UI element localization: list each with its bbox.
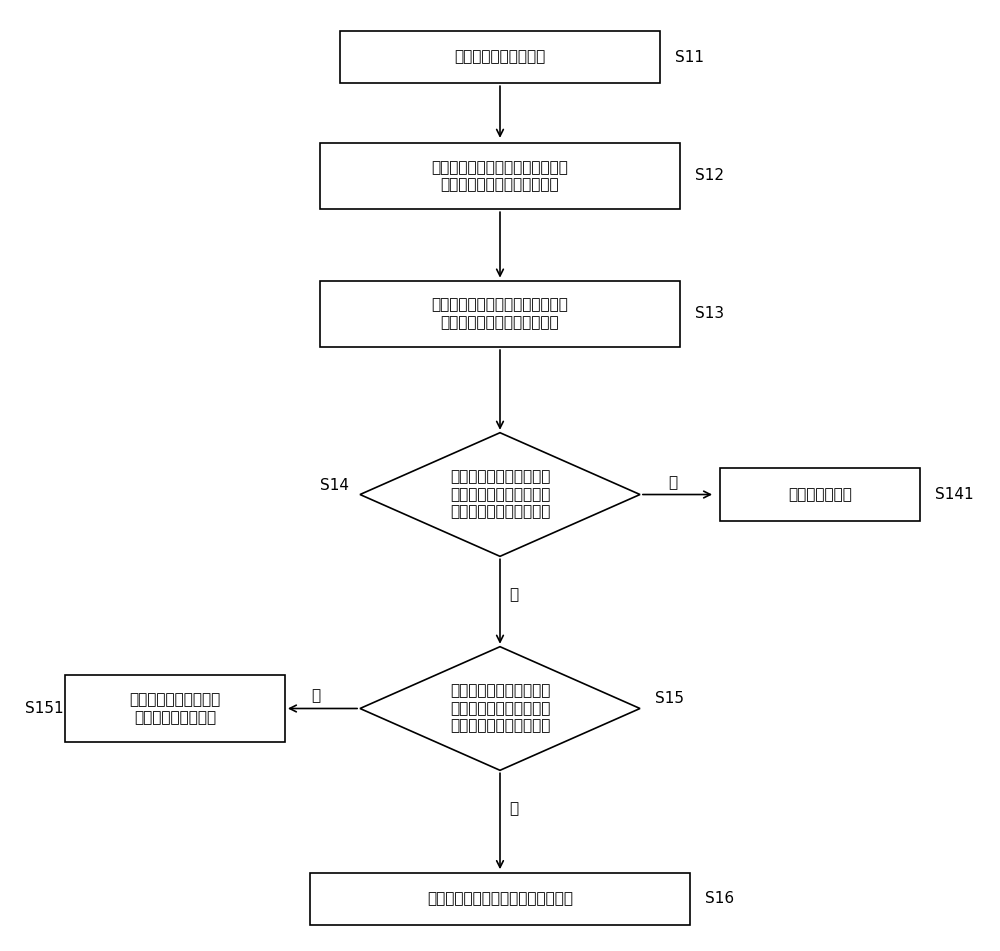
FancyBboxPatch shape <box>310 873 690 924</box>
FancyBboxPatch shape <box>320 281 680 347</box>
Text: 否: 否 <box>668 475 678 490</box>
Text: S12: S12 <box>695 168 724 184</box>
Text: S13: S13 <box>695 306 724 321</box>
Text: 通过音频信号进行限幅
处理来抑制瞬态噪音: 通过音频信号进行限幅 处理来抑制瞬态噪音 <box>129 692 221 725</box>
Text: 利用预处理后的音频信号在时域上
计算音频信号的能量差异数据: 利用预处理后的音频信号在时域上 计算音频信号的能量差异数据 <box>432 160 568 192</box>
Text: 能量差异数据是否大于第
一能量阈值且频谱差异数
据是否大于第一频谱阈值: 能量差异数据是否大于第 一能量阈值且频谱差异数 据是否大于第一频谱阈值 <box>450 470 550 519</box>
Text: 对音频信号进行预处理: 对音频信号进行预处理 <box>454 49 546 65</box>
FancyBboxPatch shape <box>720 469 920 521</box>
Text: S141: S141 <box>935 487 974 502</box>
Text: S15: S15 <box>655 691 684 707</box>
Text: S14: S14 <box>320 477 349 493</box>
Text: 利用预处理后的音频信号在频域上
计算音频信号的频谱差异数据: 利用预处理后的音频信号在频域上 计算音频信号的频谱差异数据 <box>432 298 568 330</box>
Text: 不存在瞬态噪音: 不存在瞬态噪音 <box>788 487 852 502</box>
Text: 通过前后帧插值方式来抑制瞬态噪音: 通过前后帧插值方式来抑制瞬态噪音 <box>427 891 573 906</box>
FancyBboxPatch shape <box>340 31 660 84</box>
Polygon shape <box>360 433 640 556</box>
Text: S11: S11 <box>675 49 704 65</box>
FancyBboxPatch shape <box>320 143 680 209</box>
Text: 能量差异数据是否大于第
二能量阈值且频谱差异数
据是否大于第二频谱阈值: 能量差异数据是否大于第 二能量阈值且频谱差异数 据是否大于第二频谱阈值 <box>450 684 550 733</box>
Text: S151: S151 <box>25 701 64 716</box>
FancyBboxPatch shape <box>65 675 285 742</box>
Text: 否: 否 <box>311 689 321 704</box>
Text: 是: 是 <box>509 801 519 816</box>
Text: 是: 是 <box>509 587 519 602</box>
Polygon shape <box>360 647 640 770</box>
Text: S16: S16 <box>705 891 734 906</box>
